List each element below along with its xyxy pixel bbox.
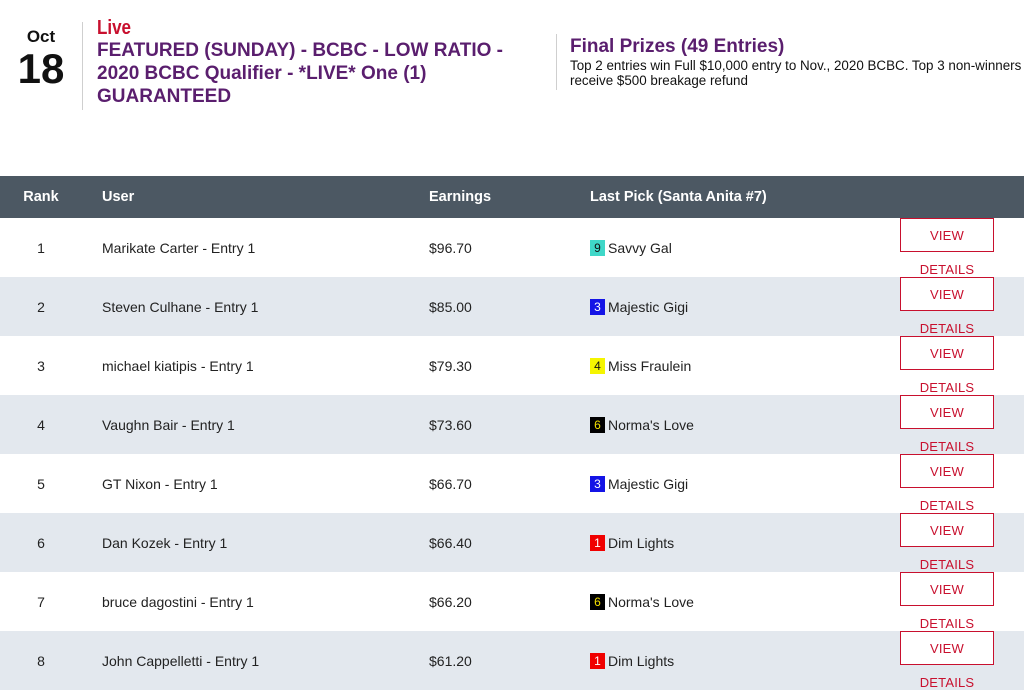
row-rank: 2 — [0, 277, 82, 336]
pick-wrap: 1 Dim Lights — [590, 535, 674, 551]
row-actions: VIEW DETAILS — [900, 336, 1024, 395]
horse-name: Norma's Love — [608, 417, 694, 433]
row-rank: 6 — [0, 513, 82, 572]
table-row: 5 GT Nixon - Entry 1 $66.70 3 Majestic Gigi V… — [0, 454, 1024, 513]
event-title-block: Live FEATURED (SUNDAY) - BCBC - LOW RATI… — [97, 17, 537, 108]
post-position-badge: 1 — [590, 653, 605, 669]
pick-wrap: 6 Norma's Love — [590, 417, 694, 433]
pick-wrap: 3 Majestic Gigi — [590, 476, 688, 492]
row-last-pick: 6 Norma's Love — [570, 572, 900, 631]
row-last-pick: 9 Savvy Gal — [570, 218, 900, 277]
row-user: michael kiatipis - Entry 1 — [102, 357, 254, 374]
row-earnings: $96.70 — [429, 239, 472, 256]
row-actions: VIEW DETAILS — [900, 218, 1024, 277]
row-earnings: $66.70 — [429, 475, 472, 492]
table-row: 3 michael kiatipis - Entry 1 $79.30 4 Miss F… — [0, 336, 1024, 395]
horse-name: Savvy Gal — [608, 240, 672, 256]
pick-wrap: 4 Miss Fraulein — [590, 358, 691, 374]
table-row: 6 Dan Kozek - Entry 1 $66.40 1 Dim Lights VIE… — [0, 513, 1024, 572]
row-user: Steven Culhane - Entry 1 — [82, 277, 409, 336]
row-actions: VIEW DETAILS — [900, 572, 1024, 631]
row-actions: VIEW DETAILS — [900, 277, 1024, 336]
prizes-block: Final Prizes (49 Entries) Top 2 entries … — [556, 34, 1024, 90]
view-details-button[interactable]: VIEW DETAILS — [900, 513, 994, 572]
row-user: bruce dagostini - Entry 1 — [102, 593, 254, 610]
row-last-pick: 1 Dim Lights — [570, 513, 900, 572]
row-rank: 3 — [37, 357, 45, 374]
view-details-button[interactable]: VIEW DETAILS — [900, 218, 994, 277]
post-position-badge: 3 — [590, 476, 605, 492]
row-rank: 5 — [37, 475, 45, 492]
header-earnings: Earnings — [409, 176, 570, 218]
row-rank: 1 — [37, 239, 45, 256]
row-rank: 4 — [0, 395, 82, 454]
event-date: Oct 18 — [0, 22, 83, 110]
header-rank: Rank — [0, 176, 82, 218]
view-details-button[interactable]: VIEW DETAILS — [900, 631, 994, 690]
post-position-badge: 3 — [590, 299, 605, 315]
row-earnings: $85.00 — [409, 277, 570, 336]
view-details-button[interactable]: VIEW DETAILS — [900, 395, 994, 454]
pick-wrap: 6 Norma's Love — [590, 594, 694, 610]
row-user: Marikate Carter - Entry 1 — [102, 239, 256, 256]
row-earnings: $66.40 — [409, 513, 570, 572]
horse-name: Majestic Gigi — [608, 476, 689, 492]
horse-name: Majestic Gigi — [608, 299, 689, 315]
horse-name: Dim Lights — [608, 653, 675, 669]
contest-header: Oct 18 Live FEATURED (SUNDAY) - BCBC - L… — [0, 0, 1024, 176]
table-row: 2 Steven Culhane - Entry 1 $85.00 3 Majestic… — [0, 277, 1024, 336]
leaderboard-table: Rank User Earnings Last Pick (Santa Anit… — [0, 176, 1024, 690]
leaderboard-body: 1 Marikate Carter - Entry 1 $96.70 9 Savvy G… — [0, 218, 1024, 690]
horse-name: Norma's Love — [608, 594, 694, 610]
pick-wrap: 3 Majestic Gigi — [590, 299, 688, 315]
pick-wrap: 1 Dim Lights — [590, 653, 674, 669]
event-month: Oct — [26, 27, 56, 46]
row-actions: VIEW DETAILS — [900, 513, 1024, 572]
row-earnings: $79.30 — [429, 357, 472, 374]
header-user: User — [82, 176, 409, 218]
row-actions: VIEW DETAILS — [900, 454, 1024, 513]
row-user: GT Nixon - Entry 1 — [102, 475, 218, 492]
post-position-badge: 9 — [590, 240, 605, 256]
row-last-pick: 6 Norma's Love — [570, 395, 900, 454]
row-last-pick: 4 Miss Fraulein — [570, 336, 900, 395]
row-user: John Cappelletti - Entry 1 — [82, 631, 409, 690]
horse-name: Dim Lights — [608, 535, 675, 551]
row-earnings: $61.20 — [409, 631, 570, 690]
pick-wrap: 9 Savvy Gal — [590, 240, 672, 256]
horse-name: Miss Fraulein — [608, 358, 692, 374]
row-rank: 8 — [0, 631, 82, 690]
live-label: Live — [97, 17, 132, 39]
row-user: Dan Kozek - Entry 1 — [82, 513, 409, 572]
post-position-badge: 6 — [590, 417, 605, 433]
row-earnings: $66.20 — [429, 593, 472, 610]
row-actions: VIEW DETAILS — [900, 395, 1024, 454]
table-row: 7 bruce dagostini - Entry 1 $66.20 6 Norma's… — [0, 572, 1024, 631]
table-header-row: Rank User Earnings Last Pick (Santa Anit… — [0, 176, 1024, 218]
post-position-badge: 4 — [590, 358, 605, 374]
row-last-pick: 1 Dim Lights — [570, 631, 900, 690]
table-row: 1 Marikate Carter - Entry 1 $96.70 9 Savvy G… — [0, 218, 1024, 277]
view-details-button[interactable]: VIEW DETAILS — [900, 572, 994, 631]
row-rank: 7 — [37, 593, 45, 610]
event-title: FEATURED (SUNDAY) - BCBC - LOW RATIO - 2… — [97, 40, 504, 107]
event-day: 18 — [17, 45, 65, 92]
prizes-description: Top 2 entries win Full $10,000 entry to … — [570, 58, 1022, 88]
row-actions: VIEW DETAILS — [900, 631, 1024, 690]
post-position-badge: 6 — [590, 594, 605, 610]
prizes-title: Final Prizes (49 Entries) — [570, 36, 785, 57]
row-earnings: $73.60 — [409, 395, 570, 454]
view-details-button[interactable]: VIEW DETAILS — [900, 454, 994, 513]
view-details-button[interactable]: VIEW DETAILS — [900, 336, 994, 395]
header-last-pick: Last Pick (Santa Anita #7) — [570, 176, 900, 218]
post-position-badge: 1 — [590, 535, 605, 551]
row-last-pick: 3 Majestic Gigi — [570, 454, 900, 513]
table-row: 8 John Cappelletti - Entry 1 $61.20 1 Dim Li… — [0, 631, 1024, 690]
header-actions — [900, 176, 1024, 218]
row-last-pick: 3 Majestic Gigi — [570, 277, 900, 336]
row-user: Vaughn Bair - Entry 1 — [82, 395, 409, 454]
table-row: 4 Vaughn Bair - Entry 1 $73.60 6 Norma's Lov… — [0, 395, 1024, 454]
view-details-button[interactable]: VIEW DETAILS — [900, 277, 994, 336]
